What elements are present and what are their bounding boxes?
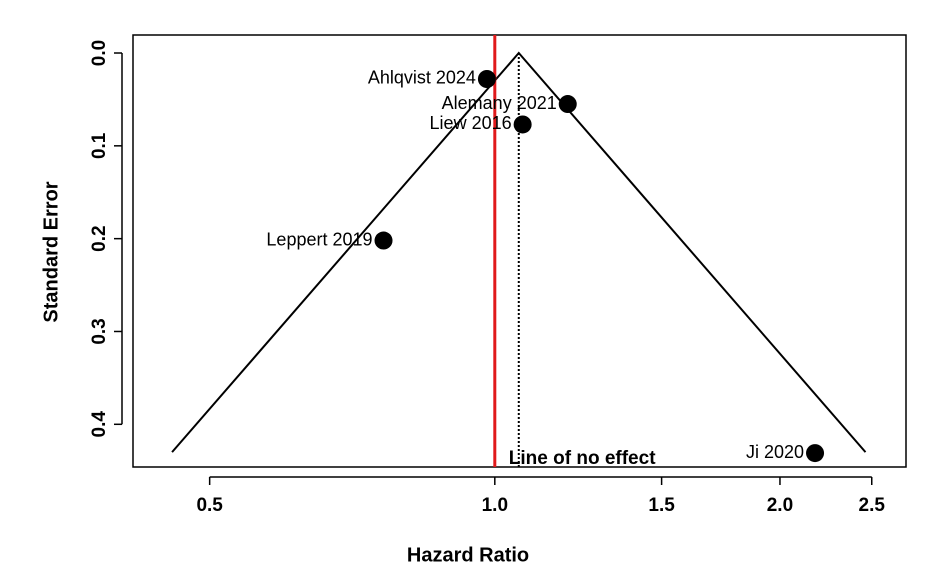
x-tick-label: 2.0 [767,495,793,516]
study-label: Ji 2020 [746,442,804,462]
y-tick-label: 0.1 [89,132,110,159]
study-point [477,69,496,88]
plot-frame [132,34,907,468]
study-point [374,231,393,250]
study-point [806,444,825,463]
funnel-line [171,51,867,453]
study-label: Liew 2016 [430,113,512,133]
study-point [513,115,532,134]
y-tick-label: 0.3 [89,318,110,344]
x-axis-title: Hazard Ratio [407,544,529,566]
x-tick-label: 1.5 [648,495,675,516]
y-axis-title: Standard Error [40,181,62,322]
y-tick-label: 0.2 [89,225,110,251]
null-label: Line of no effect [509,448,656,469]
study-point [558,95,577,114]
y-tick-label: 0.0 [89,40,110,66]
x-tick-label: 2.5 [859,495,886,516]
study-label: Ahlqvist 2024 [368,68,476,88]
study-label: Leppert 2019 [266,229,372,249]
x-tick-label: 1.0 [482,495,508,516]
study-label: Alemany 2021 [442,93,557,113]
y-tick-label: 0.4 [89,411,110,438]
x-tick-label: 0.5 [196,495,223,516]
